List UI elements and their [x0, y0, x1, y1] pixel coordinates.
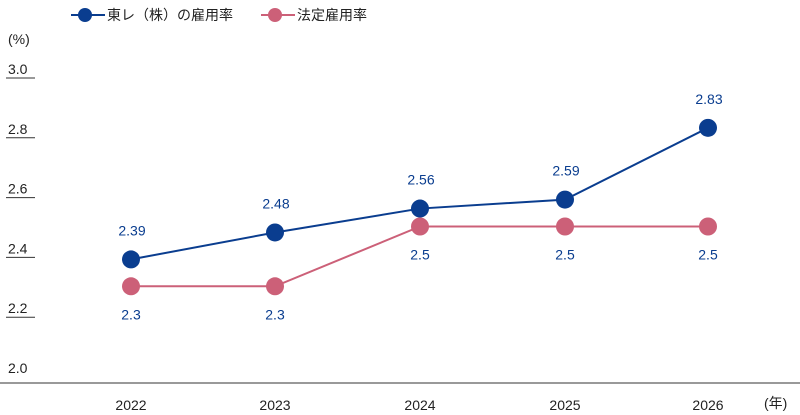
- legend-label: 法定雇用率: [297, 7, 367, 23]
- data-point-toray: [411, 199, 429, 218]
- legend-marker: [268, 8, 282, 22]
- data-point-legal: [411, 217, 429, 236]
- y-axis: 2.0 2.2 2.4 2.6 2.8 3.0: [6, 61, 35, 376]
- y-tick-label: 2.6: [8, 181, 28, 197]
- data-labels-legal: 2.3 2.3 2.5 2.5 2.5: [121, 247, 718, 323]
- data-label-legal: 2.5: [410, 247, 430, 263]
- data-point-toray: [266, 223, 284, 242]
- data-point-toray: [122, 250, 140, 269]
- data-point-legal: [122, 277, 140, 296]
- x-axis: 2022 2023 2024 2025 2026: [115, 397, 723, 413]
- series-line-toray: [130, 126, 709, 261]
- data-label-toray: 2.56: [407, 172, 434, 188]
- data-labels-toray: 2.39 2.48 2.56 2.59 2.83: [118, 91, 722, 239]
- y-tick-label: 2.2: [8, 300, 28, 316]
- data-label-toray: 2.83: [695, 91, 722, 107]
- data-label-toray: 2.39: [118, 222, 145, 238]
- x-tick-label: 2023: [259, 397, 290, 413]
- data-point-legal: [556, 217, 574, 236]
- data-point-legal: [699, 217, 717, 236]
- y-tick-label: 2.8: [8, 121, 28, 137]
- y-axis-unit-label: (%): [8, 31, 30, 47]
- series-toray: [122, 118, 717, 269]
- legend-item-toray: 東レ（株）の雇用率: [71, 7, 233, 23]
- y-tick-label: 2.4: [8, 240, 28, 256]
- x-axis-unit-label: (年): [764, 395, 787, 411]
- data-point-toray: [699, 118, 717, 137]
- x-tick-label: 2024: [404, 397, 435, 413]
- data-label-legal: 2.5: [698, 247, 718, 263]
- x-tick-label: 2026: [692, 397, 723, 413]
- legend-marker: [78, 8, 92, 22]
- data-point-toray: [556, 190, 574, 209]
- legend: 東レ（株）の雇用率 法定雇用率: [71, 7, 367, 23]
- data-point-legal: [266, 277, 284, 296]
- data-label-legal: 2.3: [265, 306, 285, 322]
- legend-label: 東レ（株）の雇用率: [107, 7, 233, 23]
- y-tick-label: 2.0: [8, 360, 28, 376]
- x-tick-label: 2025: [549, 397, 580, 413]
- x-tick-label: 2022: [115, 397, 146, 413]
- legend-item-legal: 法定雇用率: [261, 7, 367, 23]
- data-label-legal: 2.5: [555, 247, 575, 263]
- series-legal: [122, 217, 717, 296]
- data-label-legal: 2.3: [121, 306, 141, 322]
- data-label-toray: 2.59: [552, 163, 579, 179]
- y-tick-label: 3.0: [8, 61, 28, 77]
- series-layer: 2.3 2.3 2.5 2.5 2.5 2.39 2.48 2.56 2.59 2.83: [118, 91, 722, 322]
- data-label-toray: 2.48: [262, 195, 289, 211]
